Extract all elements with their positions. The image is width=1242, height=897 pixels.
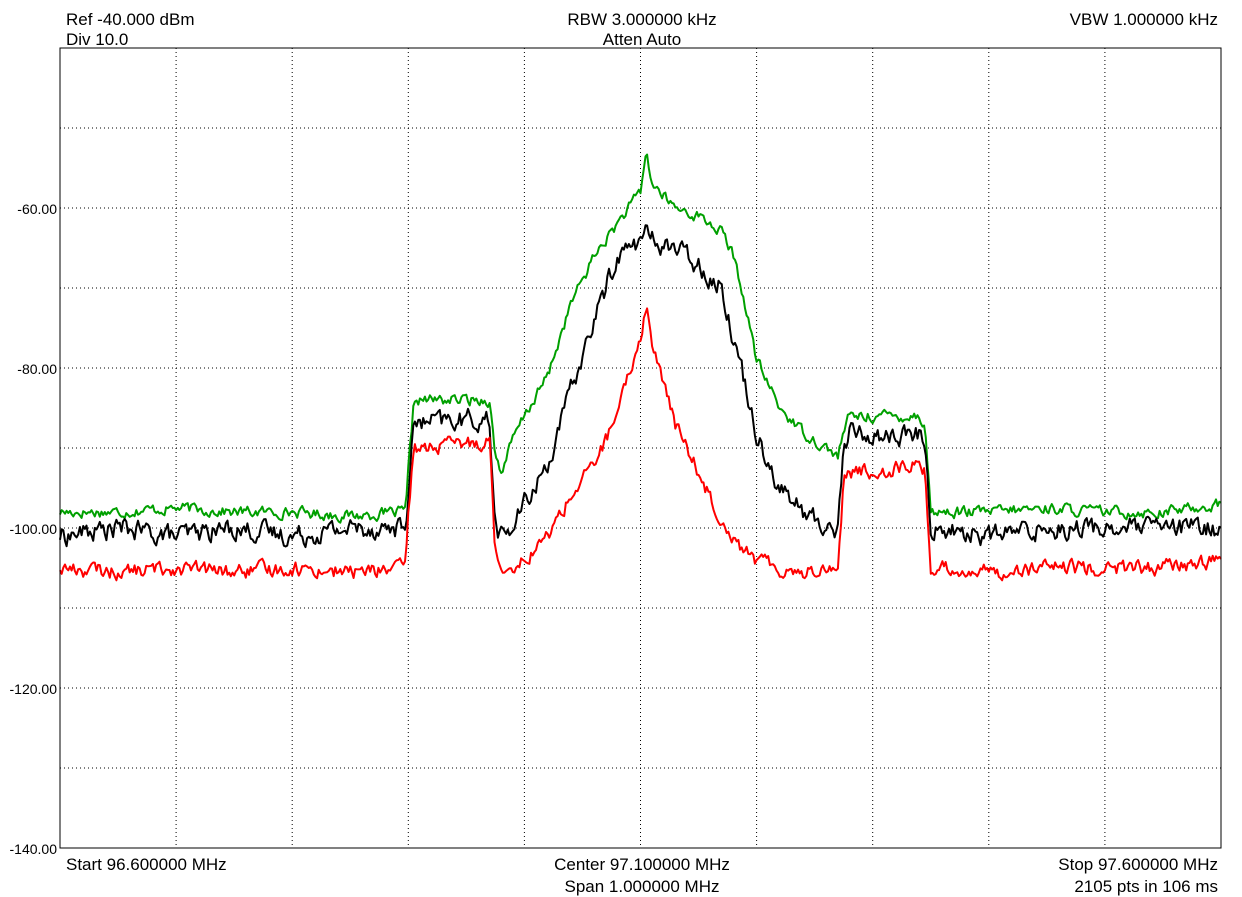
start-frequency-label: Start 96.600000 MHz xyxy=(66,855,227,874)
y-tick-label: -120.00 xyxy=(10,681,58,697)
plot-frame xyxy=(59,47,1222,849)
span-label: Span 1.000000 MHz xyxy=(564,877,720,896)
y-tick-labels: -60.00 -80.00 -100.00 -120.00 -140.00 xyxy=(10,201,58,857)
y-tick-label: -60.00 xyxy=(17,201,57,217)
vbw-label: VBW 1.000000 kHz xyxy=(1069,10,1218,29)
trace-line xyxy=(59,307,1222,582)
atten-label: Atten Auto xyxy=(602,30,682,49)
y-tick-label: -140.00 xyxy=(10,841,58,857)
ref-level-label: Ref -40.000 dBm xyxy=(66,10,195,29)
trace-line xyxy=(59,224,1222,549)
trace-line xyxy=(59,153,1222,524)
traces xyxy=(59,153,1222,582)
div-scale-label: Div 10.0 xyxy=(66,30,129,49)
center-frequency-label: Center 97.100000 MHz xyxy=(554,855,730,874)
grid-lines xyxy=(60,48,1221,848)
stop-frequency-label: Stop 97.600000 MHz xyxy=(1058,855,1218,874)
rbw-label: RBW 3.000000 kHz xyxy=(567,10,717,29)
y-tick-label: -100.00 xyxy=(10,521,58,537)
points-sweep-label: 2105 pts in 106 ms xyxy=(1074,877,1218,896)
y-tick-label: -80.00 xyxy=(17,361,57,377)
